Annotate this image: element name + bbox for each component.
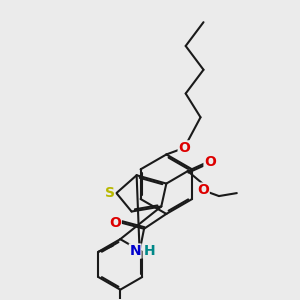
Text: S: S: [105, 186, 115, 200]
Text: O: O: [109, 216, 121, 230]
Text: N: N: [129, 244, 141, 258]
Text: O: O: [197, 183, 209, 197]
Text: H: H: [143, 244, 155, 258]
Text: O: O: [204, 155, 216, 169]
Text: O: O: [178, 141, 190, 155]
